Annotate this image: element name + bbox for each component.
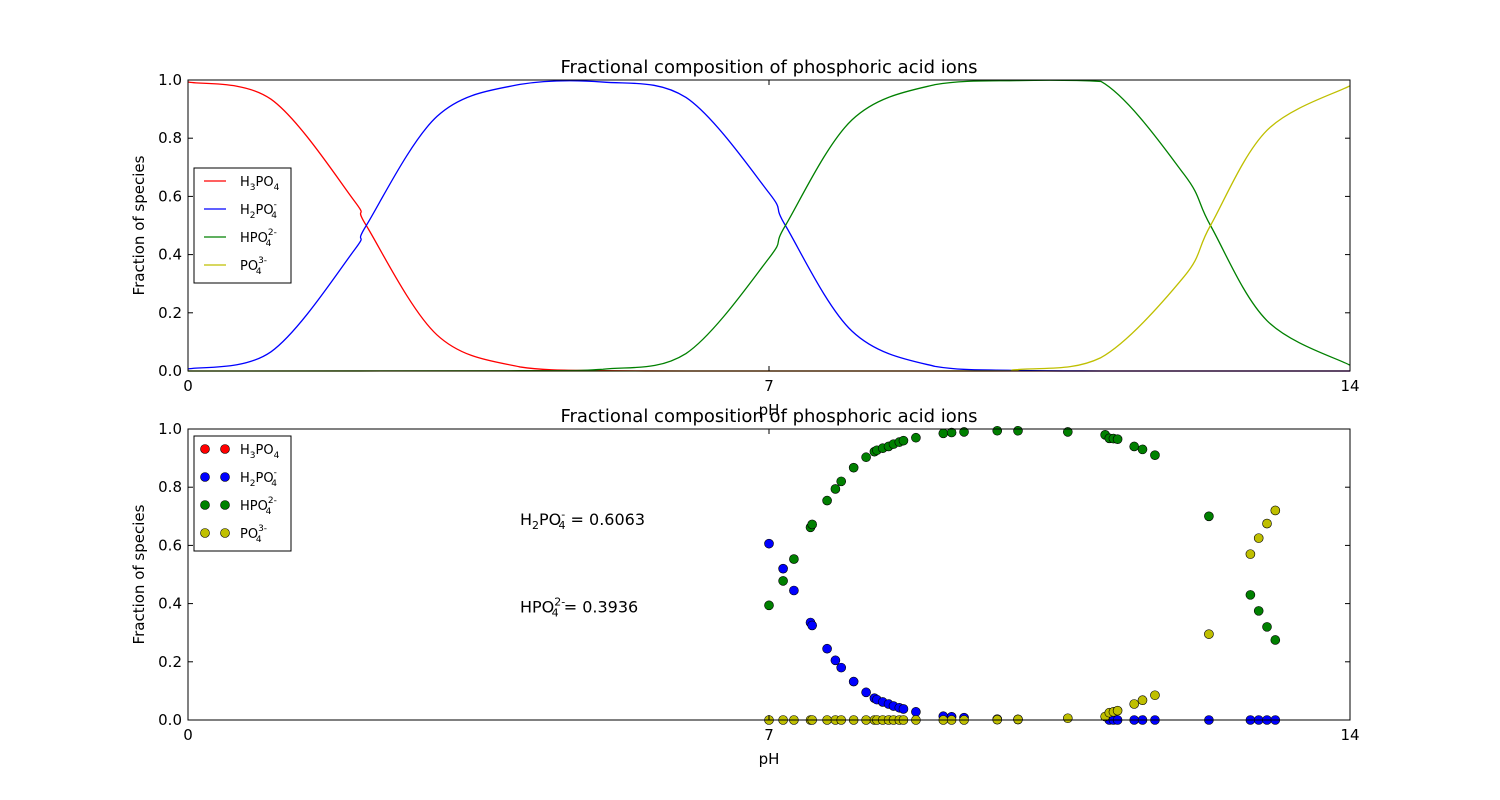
data-point — [836, 476, 847, 487]
data-point — [1245, 590, 1256, 600]
y-tick-label: 0.6 — [158, 187, 182, 205]
annotation: H2PO-4​ = 0.6063 — [520, 508, 645, 532]
legend-label: H3PO4​ — [240, 443, 280, 461]
y-axis-label: Fraction of species — [130, 155, 148, 295]
chart-title: Fractional composition of phosphoric aci… — [560, 406, 977, 427]
data-point — [1013, 714, 1023, 725]
data-point — [1013, 425, 1023, 436]
legend: H3PO4​ H2PO-4​ HPO2-4​ PO3-4​ — [193, 435, 292, 552]
legend-label: H3PO4​ — [240, 175, 280, 193]
data-point — [1112, 434, 1123, 444]
chart-2: 0 7 14 0.0 0.2 0.4 0.6 0.8 1.0 Fractional composi… — [130, 406, 1360, 768]
data-point — [807, 620, 817, 631]
x-axis-label: pH — [759, 401, 780, 419]
y-tick-label: 0.2 — [158, 304, 182, 322]
chart-1: 0 7 14 0.0 0.2 0.4 0.6 0.8 1.0 Fractional composi… — [130, 57, 1360, 419]
legend-marker — [220, 472, 230, 482]
legend-marker — [200, 528, 210, 538]
data-point — [764, 538, 774, 549]
x-tick-label: 7 — [764, 377, 774, 395]
x-tick-label: 0 — [183, 726, 193, 744]
data-point — [830, 484, 841, 494]
data-point — [1262, 622, 1272, 632]
data-point — [1137, 695, 1148, 706]
legend-marker — [220, 528, 230, 538]
data-point — [830, 655, 841, 666]
y-tick-label: 0.6 — [158, 536, 182, 554]
data-point — [789, 554, 799, 564]
data-point — [861, 452, 871, 463]
data-point — [1245, 549, 1256, 559]
legend-marker — [200, 472, 210, 482]
data-point — [1253, 606, 1264, 616]
legend-box — [193, 167, 292, 284]
y-tick-label: 0.0 — [158, 711, 182, 729]
legend-label: PO3-4​ — [240, 524, 267, 545]
legend-marker — [200, 444, 210, 454]
x-tick-label: 14 — [1340, 377, 1359, 395]
legend-label: H2PO-4​ — [240, 200, 277, 221]
data-point — [1204, 629, 1214, 639]
plot-area — [188, 429, 1350, 720]
data-point — [911, 707, 921, 717]
legend-marker — [220, 444, 230, 454]
y-tick-label: 1.0 — [158, 71, 182, 89]
data-point — [1253, 533, 1264, 543]
data-point — [848, 462, 859, 473]
y-tick-label: 0.0 — [158, 362, 182, 380]
data-point — [778, 576, 788, 586]
data-point — [1270, 505, 1281, 516]
chart-title: Fractional composition of phosphoric aci… — [560, 57, 977, 78]
plot-area — [188, 80, 1350, 371]
data-point — [1129, 699, 1139, 709]
legend-label: PO3-4​ — [240, 256, 267, 277]
y-axis-label: Fraction of species — [130, 504, 148, 644]
y-tick-label: 0.2 — [158, 653, 182, 671]
y-tick-label: 0.8 — [158, 129, 182, 147]
x-tick-label: 0 — [183, 377, 193, 395]
legend-marker — [220, 500, 230, 510]
x-axis-label: pH — [759, 750, 780, 768]
data-point — [1063, 427, 1073, 437]
data-point — [911, 432, 921, 443]
data-point — [836, 662, 847, 673]
data-point — [1129, 441, 1139, 452]
data-point — [778, 563, 788, 574]
data-point — [1150, 450, 1160, 460]
data-point — [764, 600, 774, 611]
data-point — [1112, 705, 1123, 716]
y-tick-label: 0.4 — [158, 246, 182, 264]
data-point — [789, 585, 799, 596]
data-point — [898, 435, 909, 446]
legend-label: HPO2-4​ — [240, 228, 277, 249]
data-point — [822, 643, 832, 654]
legend-label: H2PO-4​ — [240, 468, 277, 489]
annotation: HPO2-4​ = 0.3936 — [520, 595, 638, 619]
data-point — [959, 427, 969, 437]
legend-marker — [200, 500, 210, 510]
data-point — [848, 676, 859, 687]
data-point — [992, 425, 1003, 436]
data-point — [822, 495, 832, 506]
data-point — [807, 519, 817, 530]
x-tick-label: 7 — [764, 726, 774, 744]
data-point — [938, 428, 949, 439]
data-point — [898, 704, 909, 714]
x-tick-label: 14 — [1340, 726, 1359, 744]
data-point — [1270, 635, 1281, 645]
data-point — [1150, 690, 1160, 701]
data-point — [861, 687, 871, 698]
legend: H3PO4​ H2PO-4​ HPO2-4​ PO3-4​ — [193, 167, 292, 284]
data-point — [1063, 713, 1073, 724]
data-point — [1204, 511, 1214, 522]
legend-label: HPO2-4​ — [240, 496, 277, 517]
data-point — [1137, 444, 1148, 455]
data-point — [1262, 518, 1272, 529]
data-point — [946, 427, 957, 438]
y-tick-label: 0.8 — [158, 478, 182, 496]
y-tick-label: 0.4 — [158, 595, 182, 613]
legend-box — [193, 435, 292, 552]
y-tick-label: 1.0 — [158, 420, 182, 438]
